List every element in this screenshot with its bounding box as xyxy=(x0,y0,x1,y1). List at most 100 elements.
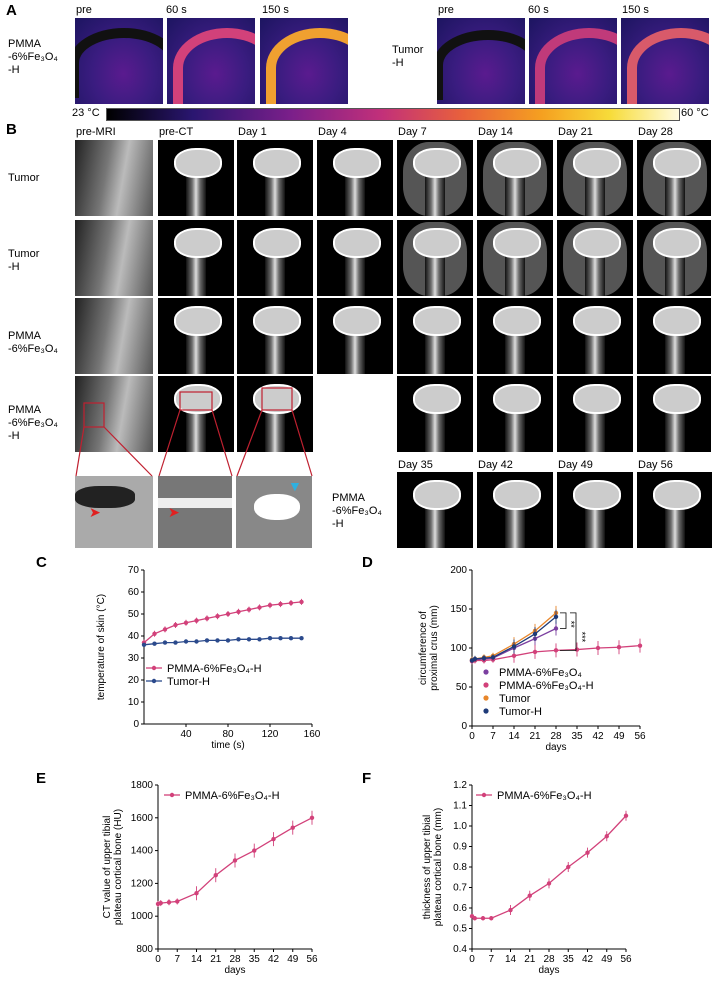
zoom-inset-ct: ➤ xyxy=(158,476,232,548)
data-point xyxy=(480,916,486,921)
ct-image xyxy=(477,140,553,216)
y-axis-title: plateau cortical bone (mm) xyxy=(433,808,444,926)
series-line xyxy=(471,815,627,919)
data-point xyxy=(566,864,571,870)
y-tick-label: 30 xyxy=(128,653,140,664)
x-tick-label: 0 xyxy=(469,731,475,742)
row-label-pmma-h: PMMA -6%Fe₃O₄ -H xyxy=(8,404,58,442)
data-point xyxy=(215,638,220,643)
data-point xyxy=(194,639,199,644)
ct-image xyxy=(75,298,153,374)
ct-image xyxy=(637,472,712,548)
data-point xyxy=(183,620,189,625)
data-point xyxy=(546,881,552,886)
data-point xyxy=(267,603,273,608)
data-point xyxy=(489,916,494,921)
data-point xyxy=(152,631,157,636)
data-point xyxy=(527,893,532,898)
ct-image xyxy=(397,376,473,452)
panel-f-letter: F xyxy=(362,770,372,787)
y-tick-label: 1.0 xyxy=(453,821,467,832)
ct-image xyxy=(397,220,473,296)
legend-marker xyxy=(483,695,489,701)
x-tick-label: 40 xyxy=(180,729,192,740)
ct-image xyxy=(557,472,633,548)
y-tick-label: 0 xyxy=(133,719,139,730)
x-tick-label: 56 xyxy=(620,954,632,965)
ct-image xyxy=(75,376,153,452)
series-line xyxy=(143,637,302,646)
panel-a-time-pre-2: pre xyxy=(438,4,454,16)
x-tick-label: 21 xyxy=(210,954,222,965)
ct-image xyxy=(317,220,393,296)
ct-image xyxy=(557,298,633,374)
col-day21: Day 21 xyxy=(558,126,593,138)
chart-f-thickness: 0.4 0.5 0.6 0.7 0.8 0.9 1.0 1.1 1.2 0 7 14 21 28 35 42 4… xyxy=(422,780,632,976)
data-point xyxy=(152,641,157,646)
data-point xyxy=(271,836,276,842)
ct-image xyxy=(557,376,633,452)
legend-marker xyxy=(483,708,489,714)
data-point xyxy=(490,655,496,660)
ct-image xyxy=(75,220,153,296)
data-point xyxy=(162,640,168,645)
thermal-image-tumor-150s xyxy=(621,18,709,104)
significance-label: ** xyxy=(566,621,576,629)
y-tick-label: 40 xyxy=(128,631,140,642)
chart-d-circumference: 0 50 100 150 200 0 7 14 21 28 35 42 49 56 days circumfe… xyxy=(418,565,646,753)
significance-bracket xyxy=(560,612,567,629)
y-axis-title: CT value of upper tibial xyxy=(102,816,113,919)
x-axis-title: days xyxy=(545,742,566,753)
scale-max-label: 60 °C xyxy=(681,107,709,119)
panel-c-letter: C xyxy=(36,554,47,571)
data-point xyxy=(595,645,601,651)
data-point xyxy=(166,900,172,905)
panel-e-letter: E xyxy=(36,770,47,787)
y-tick-label: 0.7 xyxy=(453,883,467,894)
y-tick-label: 0.9 xyxy=(453,842,467,853)
x-tick-label: 42 xyxy=(592,731,604,742)
y-tick-label: 0.4 xyxy=(453,944,467,955)
data-point xyxy=(290,825,295,830)
legend-label: PMMA-6%Fe₃O₄ xyxy=(499,667,582,679)
data-point xyxy=(232,858,238,863)
y-axis-title: temperature of skin (°C) xyxy=(96,594,107,700)
data-point xyxy=(472,916,477,921)
data-point xyxy=(204,638,210,643)
y-tick-label: 60 xyxy=(128,587,140,598)
y-tick-label: 0.8 xyxy=(453,862,467,873)
x-tick-label: 49 xyxy=(613,731,625,742)
data-point xyxy=(173,640,178,645)
x-tick-label: 49 xyxy=(601,954,613,965)
ct-image xyxy=(557,140,633,216)
x-tick-label: 56 xyxy=(634,731,646,742)
row-label-tumor-h: Tumor -H xyxy=(8,248,40,273)
panel-b-letter: B xyxy=(6,121,17,138)
panel-d-letter: D xyxy=(362,554,373,571)
row-label-pmma: PMMA -6%Fe₃O₄ xyxy=(8,330,58,355)
x-tick-label: 0 xyxy=(155,954,161,965)
ct-image xyxy=(477,298,553,374)
panel-a-time-pre-1: pre xyxy=(76,4,92,16)
data-point xyxy=(246,607,252,612)
ct-image xyxy=(637,220,711,296)
data-point xyxy=(481,655,487,661)
ct-image xyxy=(237,140,313,216)
legend-marker xyxy=(169,792,175,798)
thermal-image-pmma-60s xyxy=(167,18,255,104)
data-point xyxy=(623,813,629,818)
y-tick-label: 1400 xyxy=(131,846,154,857)
x-axis-title: time (s) xyxy=(211,740,244,751)
x-tick-label: 49 xyxy=(287,954,299,965)
col-day1: Day 1 xyxy=(238,126,267,138)
x-tick-label: 120 xyxy=(262,729,279,740)
y-tick-label: 800 xyxy=(136,944,153,955)
x-tick-label: 56 xyxy=(306,954,318,965)
legend-marker xyxy=(483,669,489,675)
panel-a-time-60-1: 60 s xyxy=(166,4,187,16)
y-tick-label: 50 xyxy=(128,609,140,620)
ct-image xyxy=(237,220,313,296)
data-point xyxy=(246,637,252,642)
ct-image xyxy=(397,140,473,216)
y-tick-label: 1600 xyxy=(131,813,154,824)
